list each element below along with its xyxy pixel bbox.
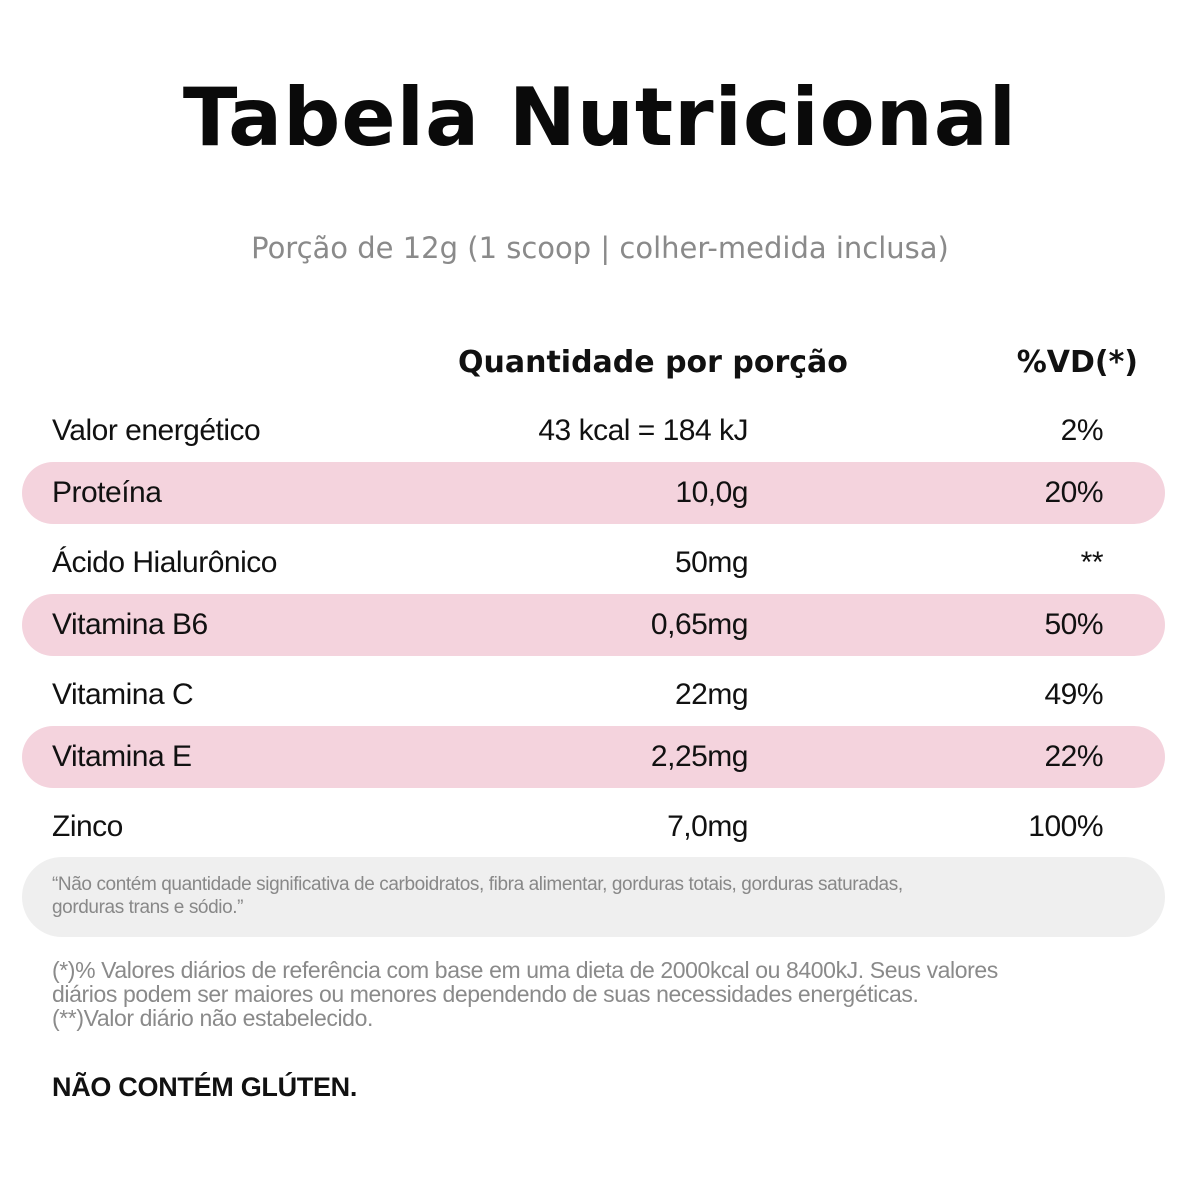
nutrient-amount: 2,25mg (650, 740, 749, 773)
table-row-vitamin-b6: Vitamina B6 0,65mg 50% (22, 594, 1165, 656)
page-title: Tabela Nutricional (182, 71, 1018, 164)
nutrient-name: Zinco (52, 810, 123, 843)
table-row-energy: Valor energético 43 kcal = 184 kJ 2% (22, 400, 1165, 462)
footnote-line: (**)Valor diário não estabelecido. (52, 1005, 373, 1031)
nutrient-daily-value: 22% (1044, 740, 1103, 773)
daily-value-column-header: %VD(*) (1016, 345, 1138, 380)
nutrient-name: Valor energético (52, 414, 261, 447)
nutrient-name: Vitamina E (52, 740, 192, 773)
nutrient-amount: 50mg (674, 546, 749, 579)
nutrient-amount: 10,0g (675, 476, 748, 509)
nutrition-table: Valor energético 43 kcal = 184 kJ 2% Pro… (22, 400, 1165, 858)
table-row-protein: Proteína 10,0g 20% (22, 462, 1165, 524)
nutrient-name: Proteína (52, 476, 162, 509)
footnote-line: diários podem ser maiores ou menores dep… (52, 981, 919, 1007)
nutrient-amount: 22mg (674, 678, 749, 711)
nutrient-amount: 43 kcal = 184 kJ (538, 414, 748, 447)
nutrient-daily-value: 20% (1044, 476, 1103, 509)
nutrient-name: Vitamina C (52, 678, 194, 711)
gluten-free-notice: NÃO CONTÉM GLÚTEN. (52, 1072, 358, 1102)
nutrient-daily-value: 49% (1044, 678, 1103, 711)
nutrient-daily-value: ** (1080, 546, 1104, 579)
quantity-column-header: Quantidade por porção (458, 345, 848, 380)
table-row-hyaluronic-acid: Ácido Hialurônico 50mg ** (22, 532, 1165, 594)
nutrient-amount: 0,65mg (650, 608, 749, 641)
nutrient-daily-value: 50% (1044, 608, 1103, 641)
footnotes: (*)% Valores diários de referência com b… (52, 958, 1152, 1030)
note-line: “Não contém quantidade significativa de … (52, 874, 903, 895)
note-line: gorduras trans e sódio.” (52, 897, 244, 918)
table-row-vitamin-e: Vitamina E 2,25mg 22% (22, 726, 1165, 788)
nutrient-daily-value: 2% (1060, 414, 1104, 447)
footnote-line: (*)% Valores diários de referência com b… (52, 957, 998, 983)
nutrient-amount: 7,0mg (667, 810, 748, 843)
serving-size: Porção de 12g (1 scoop | colher-medida i… (251, 231, 949, 265)
nutrient-name: Vitamina B6 (52, 608, 208, 641)
table-row-vitamin-c: Vitamina C 22mg 49% (22, 664, 1165, 726)
not-significant-note: “Não contém quantidade significativa de … (22, 857, 1165, 937)
table-row-zinc: Zinco 7,0mg 100% (22, 796, 1165, 858)
nutrient-name: Ácido Hialurônico (52, 546, 277, 579)
nutrient-daily-value: 100% (1028, 810, 1103, 843)
